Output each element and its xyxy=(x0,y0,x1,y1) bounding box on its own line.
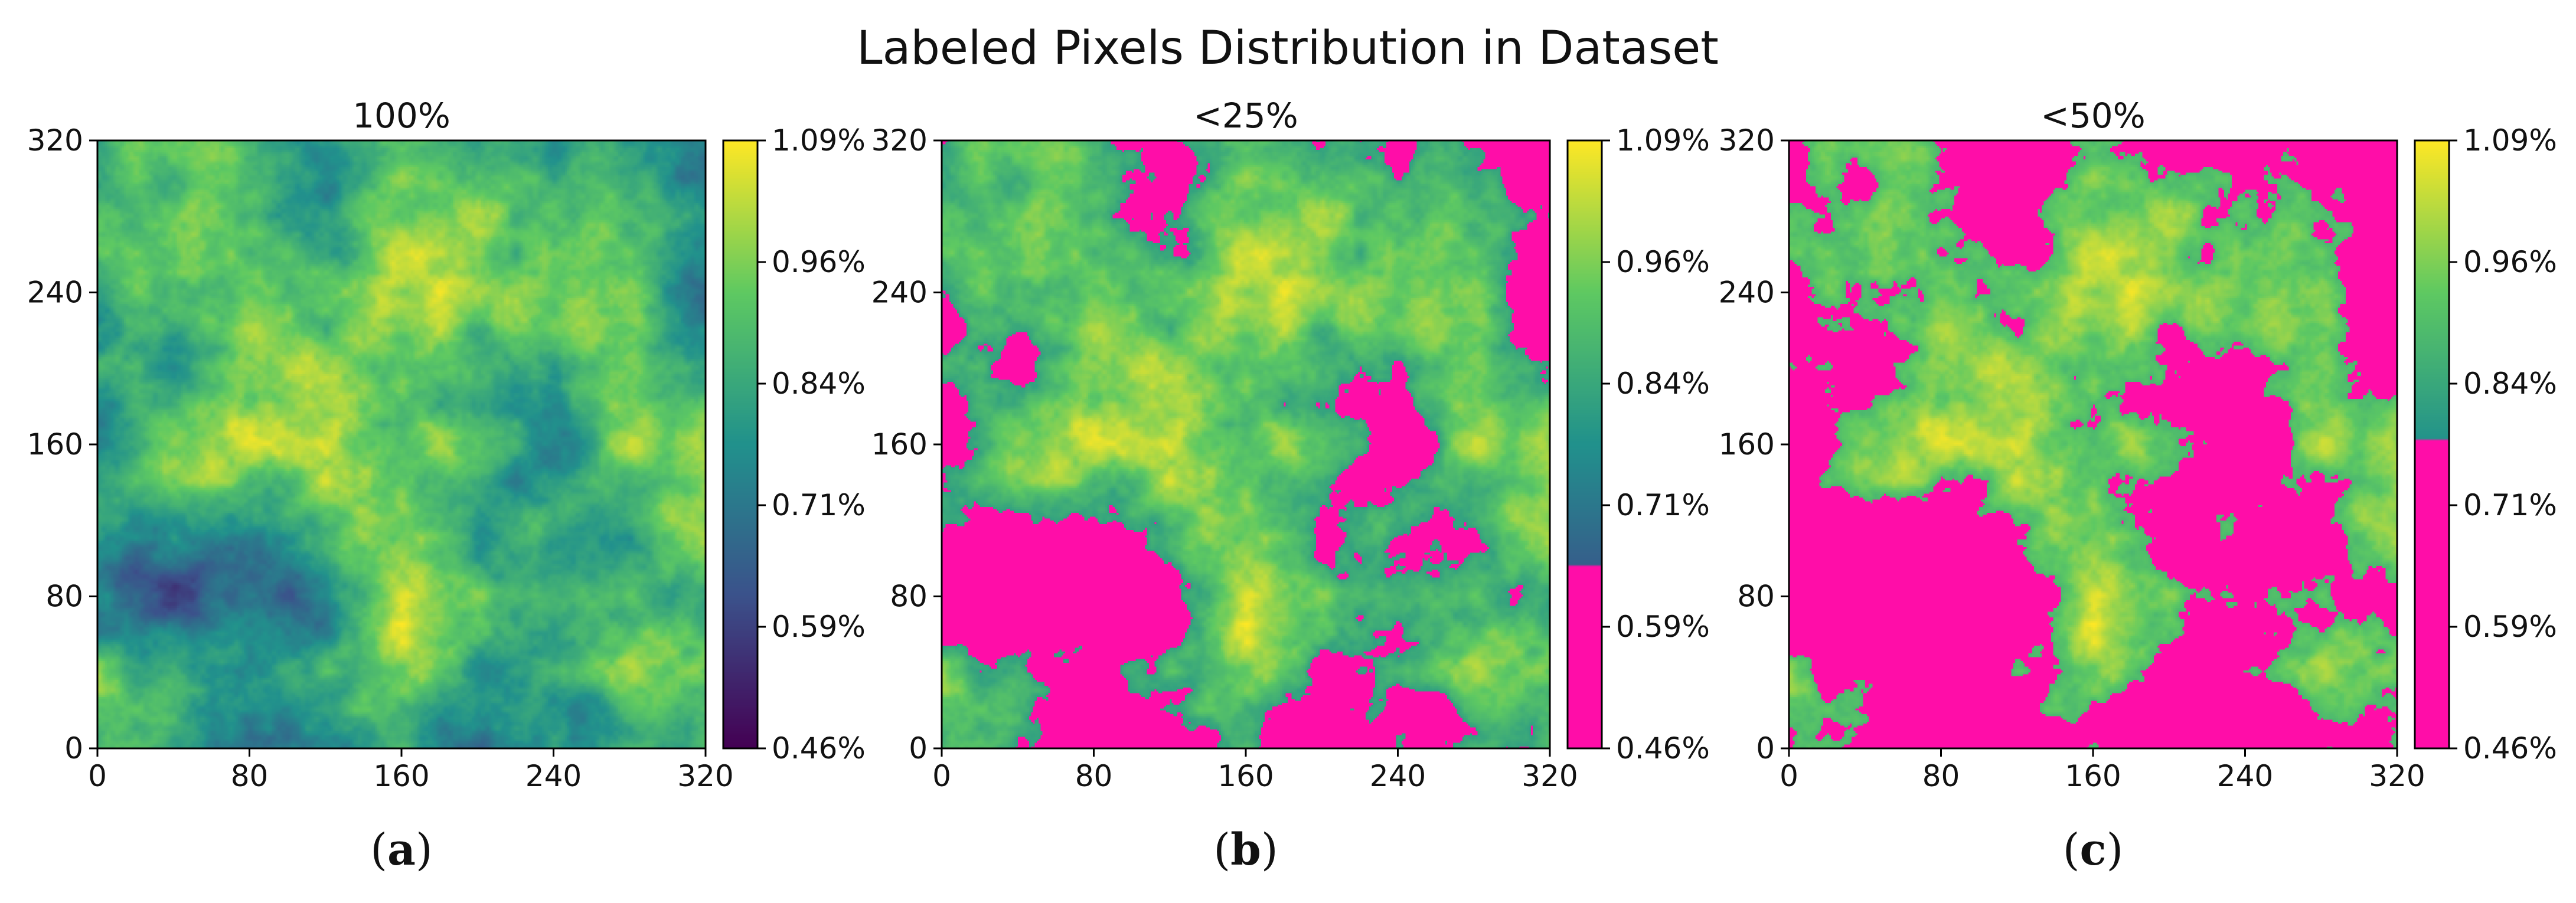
y-tick-label: 320 xyxy=(1719,123,1775,158)
colorbar-tick-label: 1.09% xyxy=(2463,123,2557,158)
x-tick-label: 320 xyxy=(677,759,733,793)
panel-label: (c) xyxy=(2063,825,2124,875)
y-tick-label: 80 xyxy=(1737,580,1775,614)
x-tick-label: 0 xyxy=(1780,759,1798,793)
x-tick-label: 320 xyxy=(2369,759,2425,793)
heatmap-image xyxy=(1789,140,2397,748)
x-tick-label: 80 xyxy=(1075,759,1113,793)
panel-label: (b) xyxy=(1213,825,1278,875)
y-tick-label: 320 xyxy=(27,123,83,158)
colorbar-tick-label: 0.84% xyxy=(772,367,866,401)
heatmap-image xyxy=(97,140,706,748)
y-tick-label: 240 xyxy=(27,276,83,310)
colorbar-gradient xyxy=(723,140,758,748)
colorbar-tick-label: 0.59% xyxy=(772,610,866,644)
panel-title: <25% xyxy=(1193,96,1298,136)
colorbar-tick-label: 0.84% xyxy=(1616,367,1710,401)
colorbar-tick-label: 1.09% xyxy=(1616,123,1710,158)
y-tick-label: 0 xyxy=(909,731,928,765)
figure-title: Labeled Pixels Distribution in Dataset xyxy=(857,22,1719,75)
colorbar-tick-label: 0.96% xyxy=(772,245,866,279)
colorbar-gradient xyxy=(2415,140,2449,748)
y-tick-label: 160 xyxy=(871,427,928,462)
panel-title: <50% xyxy=(2040,96,2146,136)
colorbar-tick-label: 0.59% xyxy=(2463,610,2557,644)
colorbar-tick-label: 0.96% xyxy=(1616,245,1710,279)
y-tick-label: 80 xyxy=(45,580,83,614)
x-tick-label: 160 xyxy=(2065,759,2121,793)
x-tick-label: 80 xyxy=(231,759,269,793)
colorbar-frame xyxy=(2414,139,2450,750)
panel-1: 100% 0 80 160 240 320 0 80 160 240 320 0.46% 0.59% 0.… xyxy=(27,96,866,875)
y-tick-label: 0 xyxy=(1756,731,1775,765)
colorbar-frame xyxy=(722,139,759,750)
panel-label: (a) xyxy=(370,825,433,875)
colorbar-tick-label: 0.71% xyxy=(1616,488,1710,522)
x-tick-label: 240 xyxy=(1370,759,1426,793)
y-tick-label: 240 xyxy=(871,276,928,310)
colorbar-tick-label: 0.96% xyxy=(2463,245,2557,279)
y-tick-label: 160 xyxy=(27,427,83,462)
x-tick-label: 240 xyxy=(2217,759,2273,793)
colorbar-tick-label: 0.59% xyxy=(1616,610,1710,644)
colorbar-frame xyxy=(1566,139,1603,750)
colorbar-tick-label: 0.71% xyxy=(2463,488,2557,522)
panel-3: <50% 0 80 160 240 320 0 80 160 240 320 0.46% 0.59% 0.… xyxy=(1719,96,2557,875)
x-tick-label: 240 xyxy=(525,759,582,793)
y-tick-label: 320 xyxy=(871,123,928,158)
colorbar-tick-label: 0.84% xyxy=(2463,367,2557,401)
x-tick-label: 160 xyxy=(373,759,429,793)
x-tick-label: 80 xyxy=(1922,759,1960,793)
x-tick-label: 320 xyxy=(1522,759,1578,793)
panel-title: 100% xyxy=(352,96,450,136)
y-tick-label: 160 xyxy=(1719,427,1775,462)
colorbar-tick-label: 0.46% xyxy=(1616,731,1710,765)
x-tick-label: 160 xyxy=(1217,759,1274,793)
y-tick-label: 240 xyxy=(1719,276,1775,310)
x-tick-label: 0 xyxy=(88,759,107,793)
colorbar-tick-label: 1.09% xyxy=(772,123,866,158)
y-tick-label: 80 xyxy=(890,580,928,614)
colorbar-tick-label: 0.71% xyxy=(772,488,866,522)
x-tick-label: 0 xyxy=(932,759,951,793)
colorbar-tick-label: 0.46% xyxy=(2463,731,2557,765)
colorbar-tick-label: 0.46% xyxy=(772,731,866,765)
panel-2: <25% 0 80 160 240 320 0 80 160 240 320 0.46% 0.59% 0.… xyxy=(871,96,1710,875)
colorbar-gradient xyxy=(1568,140,1602,748)
heatmap-image xyxy=(942,140,1550,748)
y-tick-label: 0 xyxy=(64,731,83,765)
panels-group: 100% 0 80 160 240 320 0 80 160 240 320 0.46% 0.59% 0.… xyxy=(27,96,2557,875)
